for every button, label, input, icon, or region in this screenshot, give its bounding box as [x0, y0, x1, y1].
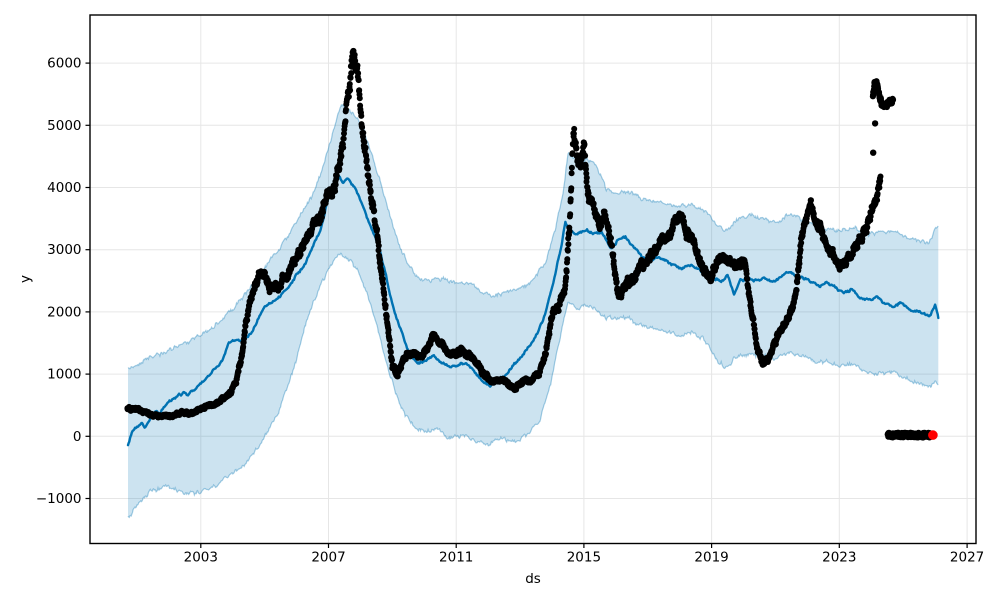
axes-spines: [89, 14, 977, 545]
axis-ticks: [85, 62, 968, 548]
last-observation-dot: [928, 430, 938, 440]
x-tick-label: 2007: [311, 550, 345, 566]
observed-zero-run: [884, 429, 935, 441]
x-tick-label: 2019: [694, 550, 728, 566]
x-tick-label: 2027: [950, 550, 984, 566]
observed-jump-cluster: [869, 78, 897, 111]
x-tick-label: 2011: [439, 550, 473, 566]
y-tick-label: 6000: [47, 56, 81, 72]
observed-points: [124, 47, 884, 421]
y-tick-label: 4000: [47, 180, 81, 196]
y-tick-label: 0: [73, 429, 82, 445]
y-tick-label: −1000: [36, 491, 82, 507]
forecast-line: [126, 173, 940, 447]
grid: [90, 15, 976, 544]
uncertainty-band-lower-edge: [127, 252, 939, 519]
tick-labels: 2003 2007 2011 2015 2019 2023 2027 −1000 0 1000 20…: [36, 56, 984, 566]
x-axis-label: ds: [525, 571, 541, 587]
y-tick-label: 2000: [47, 304, 81, 320]
uncertainty-band: [128, 104, 939, 518]
x-tick-label: 2023: [822, 550, 856, 566]
y-tick-label: 5000: [47, 118, 81, 134]
observed-outlier-points: [870, 120, 879, 156]
x-tick-label: 2003: [184, 550, 218, 566]
y-tick-label: 3000: [47, 242, 81, 258]
y-axis-label: y: [17, 275, 34, 283]
y-tick-label: 1000: [47, 367, 81, 383]
x-tick-label: 2015: [567, 550, 601, 566]
